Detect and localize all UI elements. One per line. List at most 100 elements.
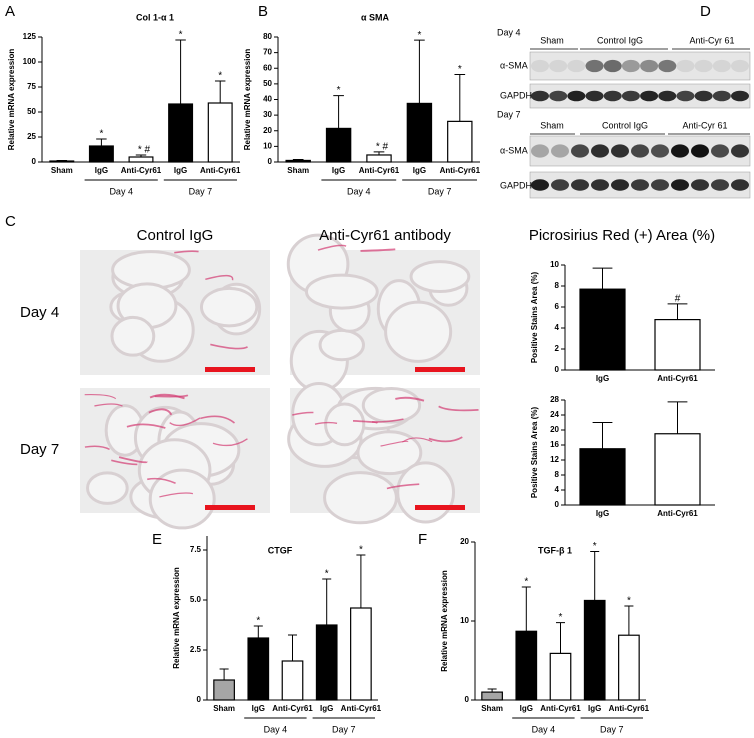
blot-band (731, 90, 749, 102)
y-tick-label: 20 (460, 537, 469, 546)
y-tick-label: 100 (23, 57, 37, 66)
significance-mark: * (325, 569, 329, 580)
tubule (361, 386, 422, 424)
group-label: Day 4 (532, 724, 556, 734)
collagen-fiber (84, 445, 110, 451)
x-tick-label: IgG (174, 166, 187, 175)
bar (654, 433, 701, 506)
error-bar (322, 578, 332, 625)
blot-band (640, 59, 659, 73)
y-tick-label: 50 (263, 79, 272, 88)
chart-title: Col 1-α 1 (136, 12, 174, 22)
collagen-fiber (159, 492, 194, 498)
x-tick-label: Anti-Cyr61 (609, 704, 650, 713)
bar (49, 160, 75, 163)
blot-band (611, 144, 629, 158)
collagen-fiber (118, 456, 148, 464)
collagen-fiber (292, 411, 314, 416)
bar (447, 120, 473, 163)
significance-mark: * (99, 129, 103, 140)
tubule (409, 260, 471, 293)
blot-band (591, 144, 609, 158)
y-tick-label: 25 (27, 132, 36, 141)
error-bar (214, 80, 226, 103)
blot-band (571, 179, 589, 191)
collagen-fiber (314, 421, 338, 425)
tubule (323, 471, 398, 525)
scale-bar (415, 367, 465, 372)
blot-band (571, 144, 589, 158)
blot-band (658, 90, 677, 102)
blot-strip (529, 51, 751, 81)
blot-band (531, 144, 549, 158)
y-tick-label: 2 (555, 344, 560, 353)
y-tick-label: 60 (263, 63, 272, 72)
error-bar (175, 39, 186, 104)
significance-mark: * (627, 596, 631, 607)
collagen-fiber (438, 405, 479, 412)
bar (281, 660, 304, 701)
scale-bar (415, 505, 465, 510)
error-bar (555, 622, 566, 654)
scale-bar (205, 367, 255, 372)
significance-mark: * # (138, 145, 151, 156)
error-bar (624, 605, 634, 636)
blot-band (640, 90, 659, 102)
tubule (396, 461, 456, 524)
y-axis-label: Relative mRNA expression (7, 49, 16, 151)
y-axis-label: Relative mRNA expression (440, 570, 449, 672)
blot-row: GAPDH (500, 90, 532, 100)
blot-band (591, 179, 609, 191)
x-tick-label: Anti-Cyr61 (359, 166, 400, 175)
y-tick-label: 2.5 (190, 645, 202, 654)
x-tick-label: Anti-Cyr61 (121, 166, 162, 175)
group-label: Day 7 (189, 186, 213, 196)
chart-title: TGF-β 1 (538, 545, 572, 555)
bar (128, 156, 154, 163)
collagen-fiber (111, 459, 138, 466)
bar (579, 288, 626, 371)
error-bar (590, 550, 600, 601)
panel-letter: D (700, 3, 711, 20)
y-tick-label: 50 (27, 107, 36, 116)
column-header: Anti-Cyr61 antibody (319, 227, 451, 244)
error-bar (287, 634, 298, 661)
blot-row: α-SMA (500, 145, 528, 155)
collagen-fiber (380, 440, 409, 447)
x-tick-label: Anti-Cyr61 (341, 704, 382, 713)
error-bar (667, 303, 688, 320)
blot-day: Day 7 (497, 109, 521, 119)
group-label: Day 7 (332, 724, 356, 734)
group-label: Day 4 (109, 186, 133, 196)
significance-mark: * (179, 30, 183, 41)
tubule (148, 468, 216, 530)
bar (579, 448, 626, 506)
x-tick-label: Anti-Cyr61 (272, 704, 313, 713)
bar (88, 145, 114, 163)
significance-mark: * # (376, 141, 389, 152)
blot-group: Control IgG (602, 120, 648, 130)
tubule (356, 430, 423, 476)
group-label: Day 7 (428, 186, 452, 196)
blot-band (731, 59, 749, 73)
error-bar (96, 138, 107, 146)
blot-band (551, 179, 569, 191)
chart-heading: Picrosirius Red (+) Area (%) (529, 227, 715, 244)
y-tick-label: 7.5 (190, 545, 202, 554)
y-tick-label: 80 (263, 32, 272, 41)
bar (515, 630, 538, 701)
x-tick-label: IgG (588, 704, 601, 713)
tubule (199, 286, 259, 328)
bar (213, 679, 235, 701)
y-axis-label: Positive Stains Area (%) (530, 407, 539, 499)
collagen-fiber (84, 394, 117, 400)
blot-band (551, 144, 569, 158)
y-tick-label: 4 (555, 485, 560, 494)
y-axis-label: Relative mRNA expression (243, 49, 252, 151)
y-tick-label: 75 (27, 82, 36, 91)
blot-band (694, 90, 713, 102)
x-tick-label: Anti-Cyr61 (657, 509, 698, 518)
collagen-fiber (94, 403, 123, 407)
significance-mark: * (417, 30, 421, 41)
y-tick-label: 0 (555, 365, 560, 374)
